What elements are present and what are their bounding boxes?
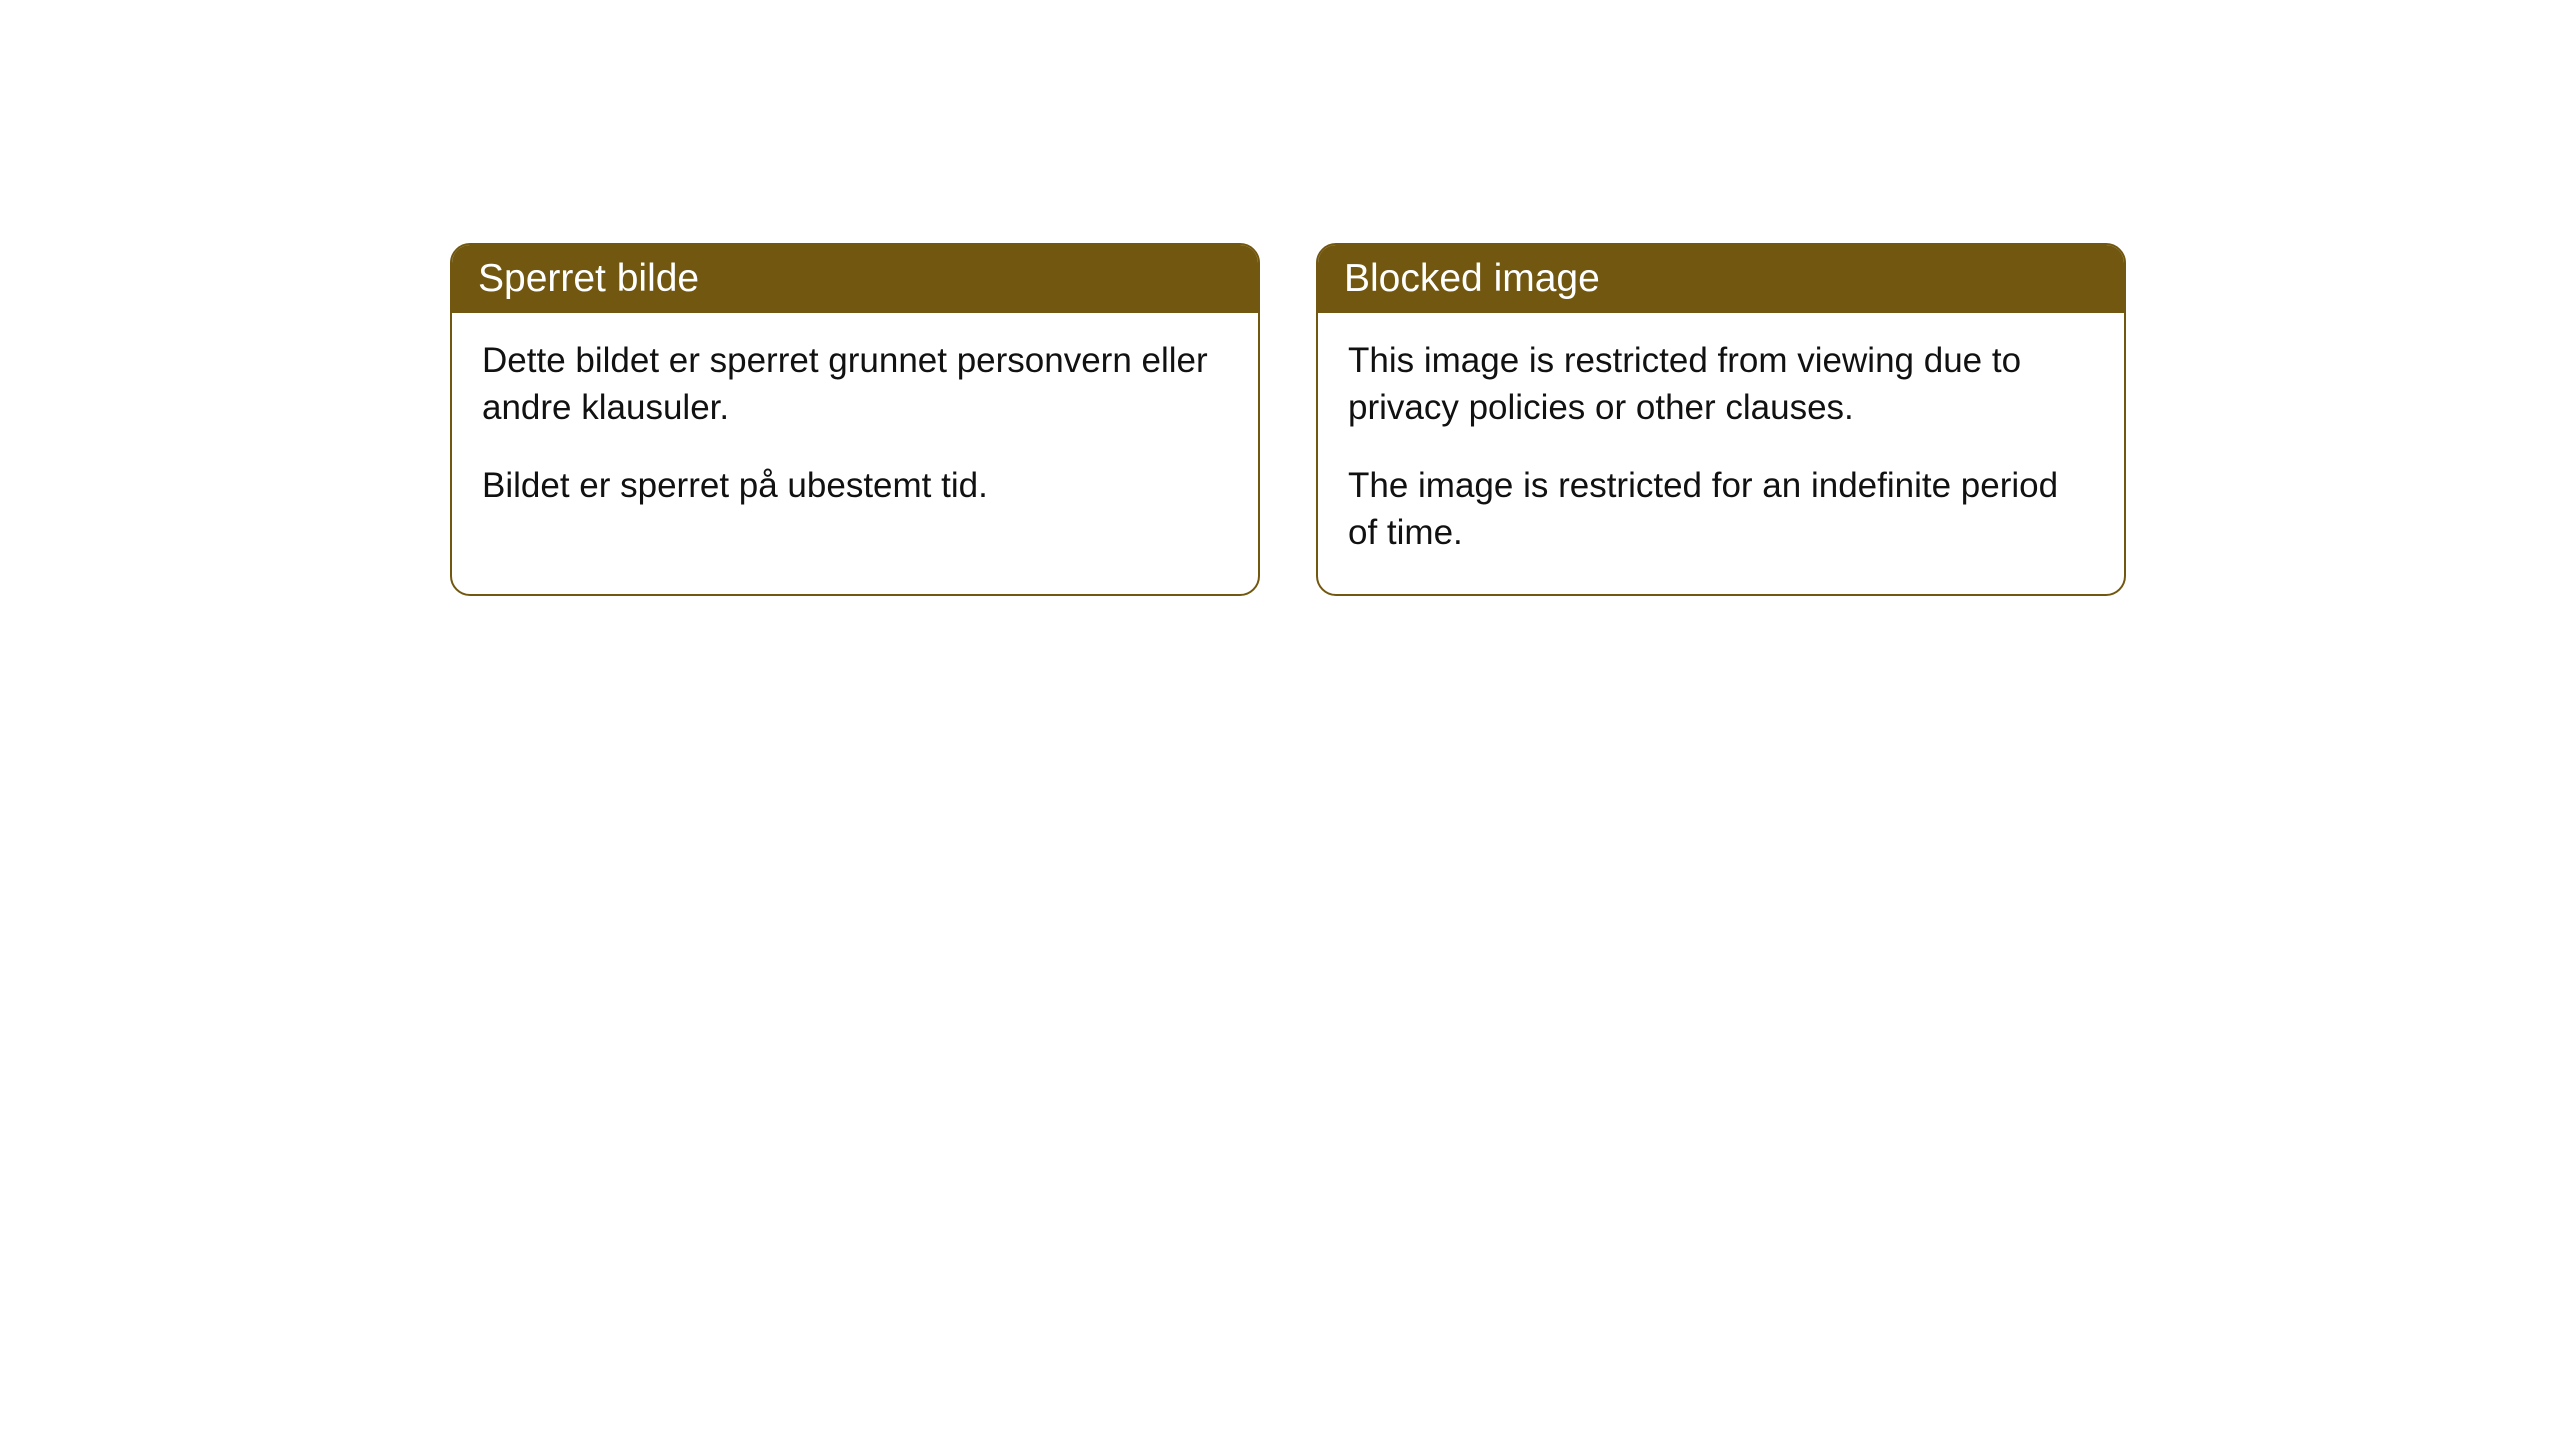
notice-card-norwegian: Sperret bilde Dette bildet er sperret gr… — [450, 243, 1260, 596]
notice-title: Blocked image — [1344, 257, 1600, 300]
notice-paragraph-2: The image is restricted for an indefinit… — [1348, 462, 2094, 557]
notice-card-english: Blocked image This image is restricted f… — [1316, 243, 2126, 596]
notice-body: This image is restricted from viewing du… — [1318, 313, 2124, 594]
notice-paragraph-1: This image is restricted from viewing du… — [1348, 337, 2094, 432]
notice-title: Sperret bilde — [478, 257, 699, 300]
notice-header: Blocked image — [1318, 245, 2124, 313]
notice-container: Sperret bilde Dette bildet er sperret gr… — [0, 0, 2560, 596]
notice-paragraph-1: Dette bildet er sperret grunnet personve… — [482, 337, 1228, 432]
notice-body: Dette bildet er sperret grunnet personve… — [452, 313, 1258, 547]
notice-paragraph-2: Bildet er sperret på ubestemt tid. — [482, 462, 1228, 509]
notice-header: Sperret bilde — [452, 245, 1258, 313]
